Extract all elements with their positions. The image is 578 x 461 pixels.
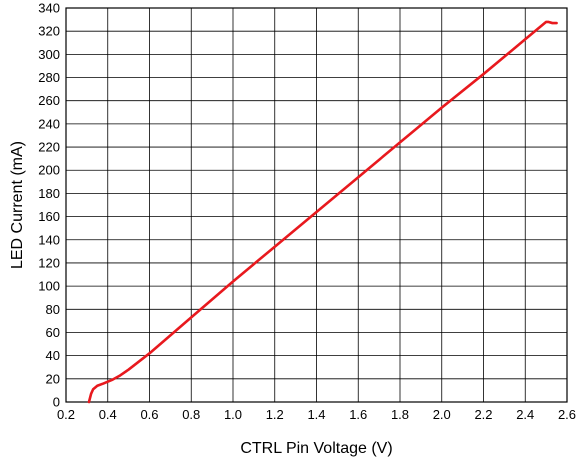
x-axis-title: CTRL Pin Voltage (V) <box>240 440 392 457</box>
x-tick-label: 0.4 <box>99 407 117 422</box>
x-tick-label: 0.8 <box>182 407 200 422</box>
plot-frame <box>65 7 568 403</box>
y-tick-label: 60 <box>46 325 60 340</box>
x-tick-label: 2.2 <box>474 407 492 422</box>
y-axis-ticks: 0 20 40 60 80 100 120 140 160 180 200 220 240 260 280 3… <box>38 1 60 410</box>
x-tick-label: 2.4 <box>516 407 534 422</box>
y-tick-label: 180 <box>38 186 60 201</box>
y-tick-label: 0 <box>53 395 60 410</box>
y-tick-label: 260 <box>38 93 60 108</box>
x-tick-label: 2.6 <box>558 407 576 422</box>
x-tick-label: 1.8 <box>391 407 409 422</box>
y-tick-label: 220 <box>38 140 60 155</box>
y-tick-label: 340 <box>38 1 60 16</box>
series-line-0 <box>87 20 558 404</box>
y-tick-label: 120 <box>38 255 60 270</box>
y-tick-label: 320 <box>38 24 60 39</box>
x-tick-label: 1.6 <box>349 407 367 422</box>
y-tick-label: 240 <box>38 116 60 131</box>
x-tick-label: 0.2 <box>57 407 75 422</box>
y-tick-label: 160 <box>38 209 60 224</box>
y-tick-label: 100 <box>38 279 60 294</box>
x-tick-label: 2.0 <box>433 407 451 422</box>
y-tick-label: 300 <box>38 47 60 62</box>
y-tick-label: 200 <box>38 163 60 178</box>
y-tick-label: 140 <box>38 232 60 247</box>
y-tick-label: 80 <box>46 302 60 317</box>
x-axis-ticks: 0.2 0.4 0.6 0.8 1.0 1.2 1.4 1.6 1.8 2.0 2.2 2.4 2.6 <box>57 407 576 422</box>
y-tick-label: 280 <box>38 70 60 85</box>
x-tick-label: 1.2 <box>266 407 284 422</box>
x-tick-label: 1.0 <box>224 407 242 422</box>
y-tick-label: 20 <box>46 371 60 386</box>
series-layer <box>87 20 558 404</box>
grid <box>66 8 567 402</box>
x-tick-label: 1.4 <box>307 407 325 422</box>
y-axis-title: LED Current (mA) <box>9 141 26 269</box>
y-tick-label: 40 <box>46 348 60 363</box>
x-tick-label: 0.6 <box>140 407 158 422</box>
